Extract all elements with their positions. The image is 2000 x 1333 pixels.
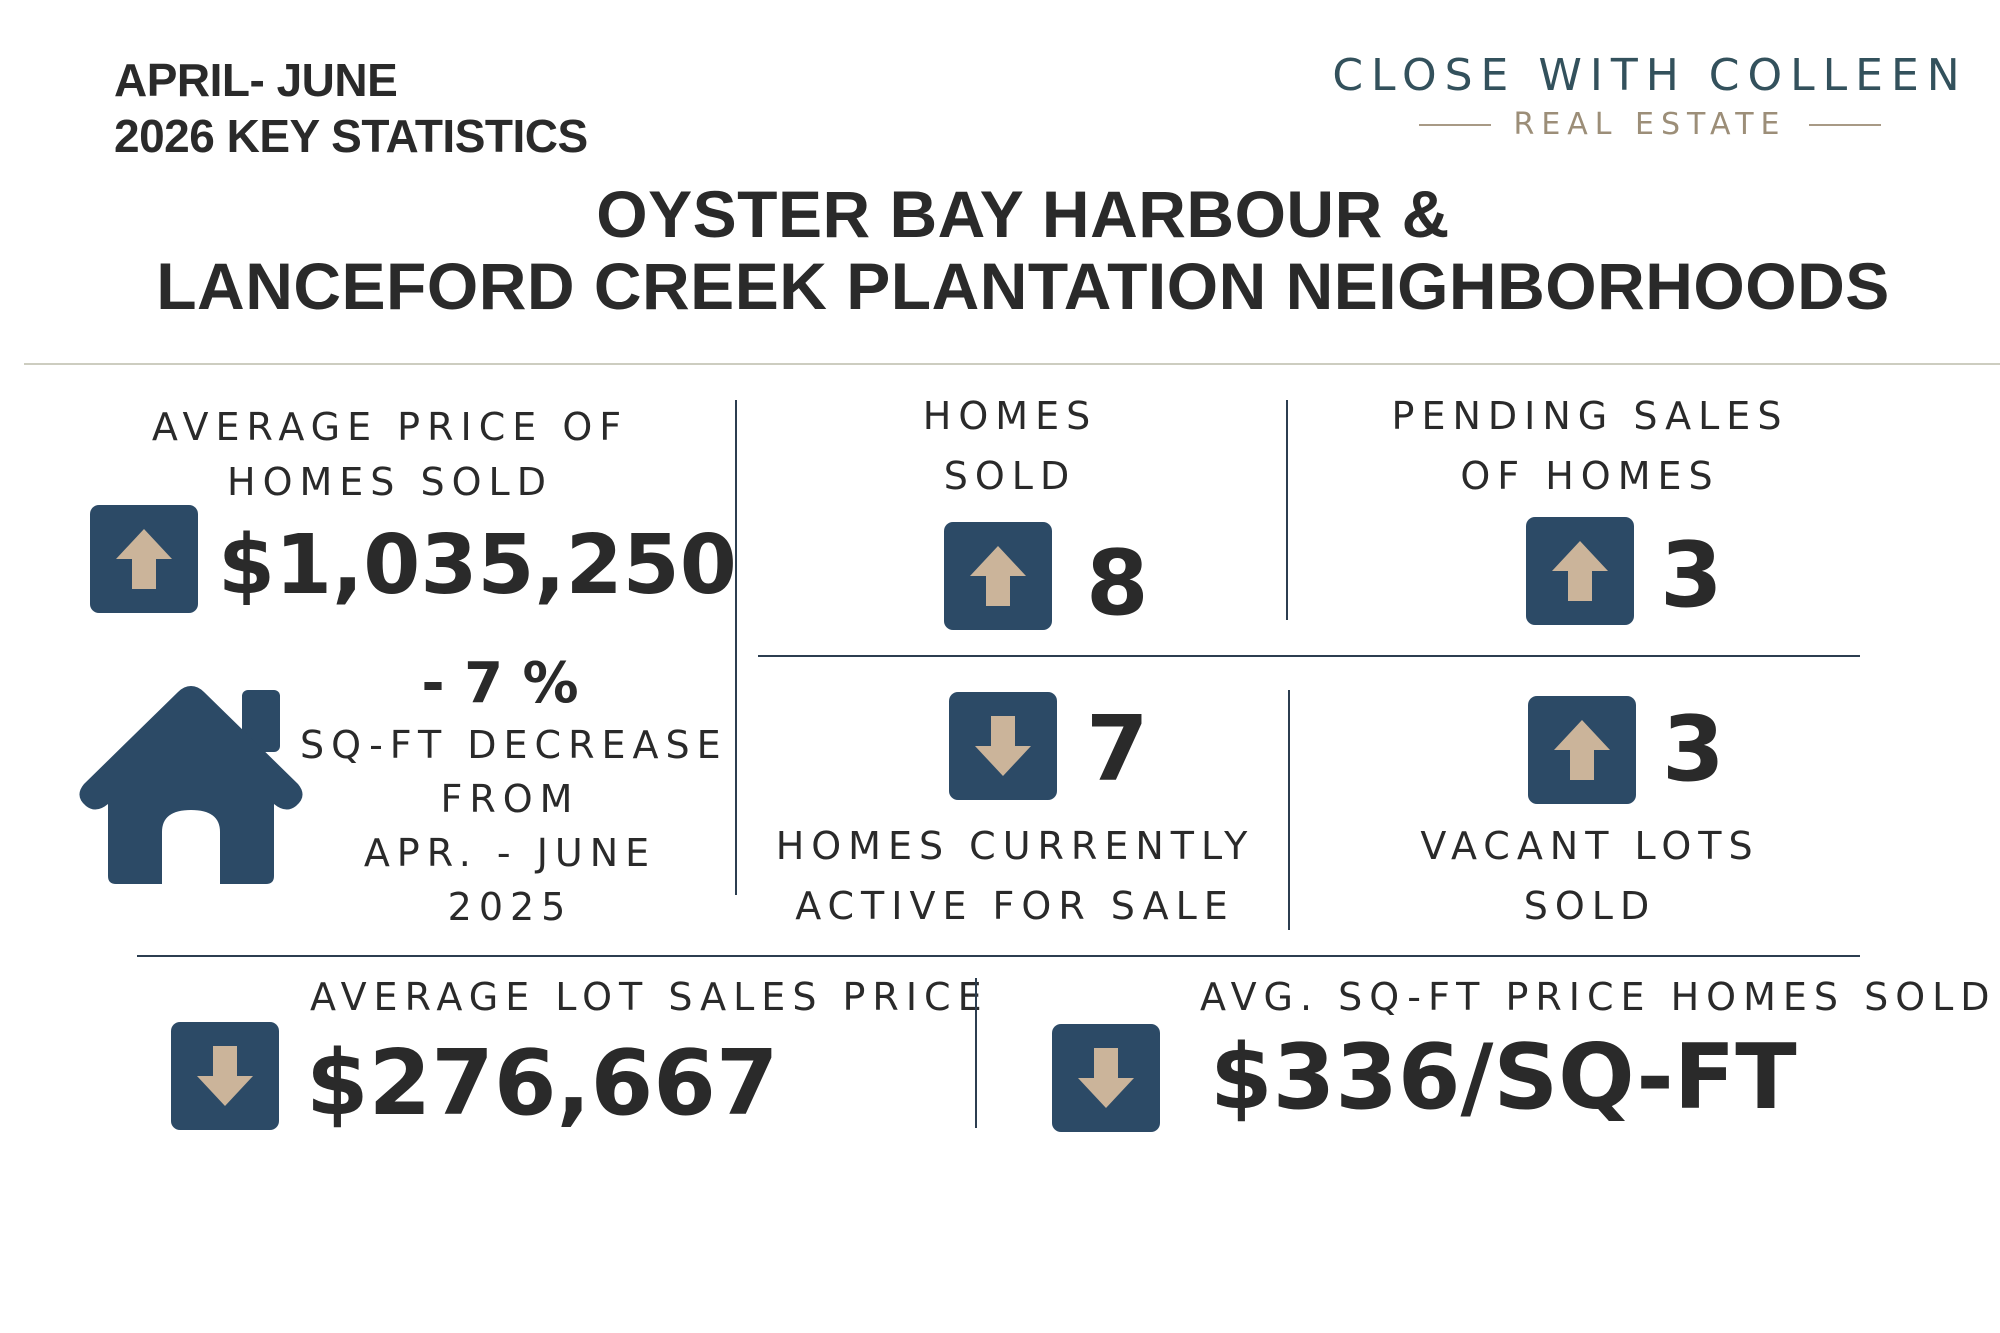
down-arrow-icon	[949, 692, 1057, 800]
divider-vertical-bottom	[975, 978, 977, 1128]
divider-vertical-left	[735, 400, 737, 895]
vacant-lots-value: 3	[1662, 697, 1725, 802]
active-for-sale-label-line-1: HOMES CURRENTLY	[775, 824, 1255, 868]
up-arrow-icon	[1528, 696, 1636, 804]
sqft-change-line-1: SQ-FT DECREASE	[300, 723, 728, 767]
up-arrow-icon	[1526, 517, 1634, 625]
brand-rule-left	[1419, 123, 1492, 126]
title-line-2: LANCEFORD CREEK PLANTATION NEIGHBORHOODS	[156, 249, 1890, 323]
header-divider	[24, 363, 2000, 365]
down-arrow-icon	[171, 1022, 279, 1130]
avg-lot-price-label: AVERAGE LOT SALES PRICE	[310, 975, 989, 1019]
active-for-sale-label-line-2: ACTIVE FOR SALE	[795, 884, 1235, 928]
pending-sales-label-line-1: PENDING SALES	[1391, 394, 1789, 438]
avg-price-label: AVERAGE PRICE OF HOMES SOLD	[130, 400, 650, 510]
pending-sales-label: PENDING SALES OF HOMES	[1340, 386, 1840, 506]
period-line-1: APRIL- JUNE	[114, 54, 398, 106]
avg-price-value: $1,035,250	[218, 518, 737, 613]
pending-sales-value: 3	[1660, 523, 1723, 628]
avg-sqft-price-value: $336/SQ-FT	[1210, 1025, 1797, 1130]
divider-vertical-upper	[1286, 400, 1288, 620]
avg-sqft-price-label: AVG. SQ-FT PRICE HOMES SOLD	[1200, 975, 1997, 1019]
brand-subtitle-text: REAL ESTATE	[1513, 107, 1787, 142]
vacant-lots-label-line-2: SOLD	[1523, 884, 1657, 928]
brand-name: CLOSE WITH COLLEEN	[1332, 50, 1968, 101]
vacant-lots-label: VACANT LOTS SOLD	[1380, 816, 1800, 936]
homes-sold-label: HOMES SOLD	[830, 386, 1190, 506]
active-for-sale-value: 7	[1086, 697, 1149, 802]
sqft-change-label: SQ-FT DECREASE FROM APR. - JUNE 2025	[300, 718, 728, 934]
vacant-lots-label-line-1: VACANT LOTS	[1420, 824, 1760, 868]
avg-price-label-line-1: AVERAGE PRICE OF	[151, 405, 629, 449]
house-icon	[76, 680, 306, 890]
brand-subtitle: REAL ESTATE	[1320, 107, 1980, 142]
brand-rule-right	[1808, 123, 1881, 126]
sqft-change-line-3: APR. - JUNE	[363, 831, 657, 875]
avg-lot-price-value: $276,667	[306, 1031, 779, 1136]
title-line-1: OYSTER BAY HARBOUR &	[596, 177, 1450, 251]
homes-sold-label-line-2: SOLD	[943, 454, 1077, 498]
pending-sales-label-line-2: OF HOMES	[1460, 454, 1720, 498]
period-line-2: 2026 KEY STATISTICS	[114, 110, 588, 162]
up-arrow-icon	[944, 522, 1052, 630]
down-arrow-icon	[1052, 1024, 1160, 1132]
sqft-change-line-2: FROM	[440, 777, 580, 821]
up-arrow-icon	[90, 505, 198, 613]
homes-sold-value: 8	[1086, 531, 1149, 636]
avg-price-label-line-2: HOMES SOLD	[227, 460, 553, 505]
page-title: OYSTER BAY HARBOUR & LANCEFORD CREEK PLA…	[0, 178, 2000, 322]
homes-sold-label-line-1: HOMES	[922, 394, 1098, 438]
divider-vertical-lower	[1288, 690, 1290, 930]
sqft-change-line-4: 2025	[447, 885, 573, 929]
divider-horizontal-middle	[758, 655, 1860, 657]
divider-horizontal-lower	[137, 955, 1860, 957]
brand-logo: CLOSE WITH COLLEEN REAL ESTATE	[1320, 50, 1980, 142]
report-period: APRIL- JUNE 2026 KEY STATISTICS	[114, 52, 588, 164]
sqft-change-value: - 7 %	[421, 651, 579, 716]
active-for-sale-label: HOMES CURRENTLY ACTIVE FOR SALE	[760, 816, 1270, 936]
